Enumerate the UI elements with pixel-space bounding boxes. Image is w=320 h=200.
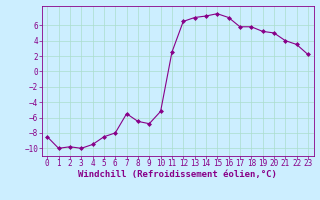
X-axis label: Windchill (Refroidissement éolien,°C): Windchill (Refroidissement éolien,°C): [78, 170, 277, 179]
